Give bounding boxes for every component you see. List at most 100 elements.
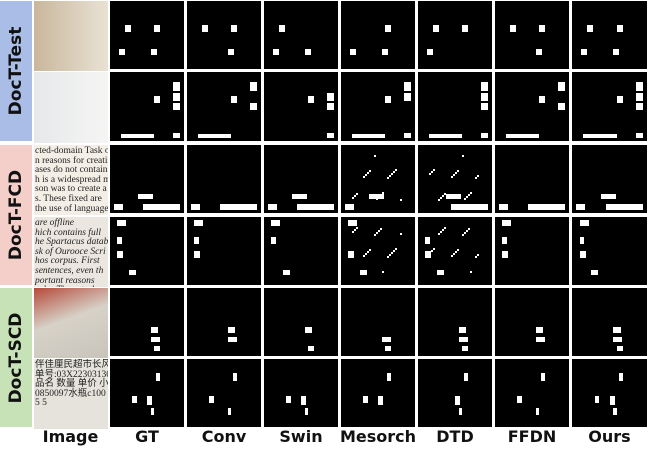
mask-noise (395, 169, 397, 171)
mask-noise (363, 255, 365, 257)
mask-region (227, 407, 232, 415)
image-text: 0850097水瓶c100 (35, 388, 106, 399)
mask-noise (453, 174, 455, 176)
mask-region (432, 24, 439, 32)
mask-region (594, 396, 599, 404)
mask-region (359, 270, 367, 276)
mask (341, 72, 415, 141)
mask-region (209, 396, 214, 404)
mask-region (617, 24, 623, 32)
mask-noise (438, 199, 440, 201)
image-text: cted-domain Task of (35, 146, 108, 156)
mask-region (194, 237, 199, 245)
mask-region (613, 407, 617, 415)
mask-noise (477, 254, 479, 256)
mask-region (172, 82, 181, 91)
mask-noise (433, 248, 435, 250)
mask-region (600, 193, 616, 200)
mask-region (579, 251, 586, 258)
mask-noise (464, 198, 466, 200)
mask-region (385, 96, 392, 104)
image-text: ases do not contain (35, 165, 108, 176)
mask (110, 359, 184, 427)
mask (187, 217, 261, 285)
mask-region (286, 396, 291, 404)
mask-region (117, 251, 124, 258)
mask-region (143, 204, 181, 210)
mask-noise (365, 253, 367, 255)
mask-noise (369, 249, 371, 251)
mask-noise (387, 256, 389, 258)
mask (495, 217, 569, 285)
mask-region (278, 24, 285, 32)
mask-noise (393, 250, 395, 252)
mask-noise (466, 230, 468, 232)
mask-region (385, 345, 392, 352)
mask-noise (433, 169, 435, 171)
mask-region (326, 92, 335, 101)
mask-region (282, 270, 290, 276)
mask-noise (376, 232, 378, 234)
mask-noise (356, 193, 358, 195)
mask-region (198, 134, 232, 139)
mask (495, 1, 569, 69)
mask-region (613, 48, 620, 56)
mask-noise (354, 195, 356, 197)
column-label: Ours (588, 427, 631, 446)
mask (264, 1, 338, 69)
mask-noise (429, 173, 431, 175)
mask (418, 359, 492, 427)
mask-region (458, 407, 463, 415)
image-text: 单号:03X22303130012 (35, 369, 108, 380)
mask-region (509, 24, 516, 32)
mask-region (385, 24, 392, 32)
mask-noise (477, 175, 479, 177)
mask-region (194, 251, 201, 258)
mask-region (304, 327, 313, 333)
mask-region (249, 103, 258, 110)
mask-noise (380, 194, 382, 196)
mask-region (150, 336, 160, 343)
group-band (0, 145, 32, 285)
mask-region (480, 132, 489, 139)
mask-region (147, 396, 153, 405)
mask-region (326, 132, 335, 139)
mask-region (271, 237, 276, 245)
group-label: DocT-FCD (6, 169, 26, 261)
mask-noise (367, 172, 369, 174)
mask-region (155, 372, 161, 381)
mask-region (386, 372, 392, 381)
mask-region (613, 327, 621, 333)
group-label: DocT-SCD (6, 312, 26, 403)
mask-region (436, 270, 444, 276)
mask (495, 72, 569, 141)
mask-region (308, 96, 315, 104)
mask-noise (395, 248, 397, 250)
image-text: 伴佳厘民超市长风店 (35, 360, 108, 370)
mask-region (590, 270, 599, 276)
mask (341, 288, 415, 356)
mask-noise (438, 233, 440, 235)
mask-region (172, 132, 181, 139)
mask-noise (453, 253, 455, 255)
input-image (34, 72, 108, 143)
mask-region (369, 193, 384, 200)
mask (187, 145, 261, 213)
mask-region (535, 407, 540, 415)
image-text: hos corpus. First (35, 256, 100, 267)
mask-region (308, 345, 315, 352)
mask-noise (455, 172, 457, 174)
image-text: asks. These tasks (35, 286, 108, 287)
mask-region (575, 204, 585, 210)
input-image: cted-domain Task of n reasons for creatin… (34, 145, 108, 215)
mask-noise (462, 155, 464, 157)
mask-region (535, 336, 545, 343)
mask-region (635, 103, 644, 110)
mask-region (227, 48, 234, 56)
group-label: DocT-Test (6, 26, 26, 116)
image-text: portant reasons (35, 275, 95, 286)
mask (264, 72, 338, 141)
mask-noise (387, 177, 389, 179)
mask (264, 145, 338, 213)
